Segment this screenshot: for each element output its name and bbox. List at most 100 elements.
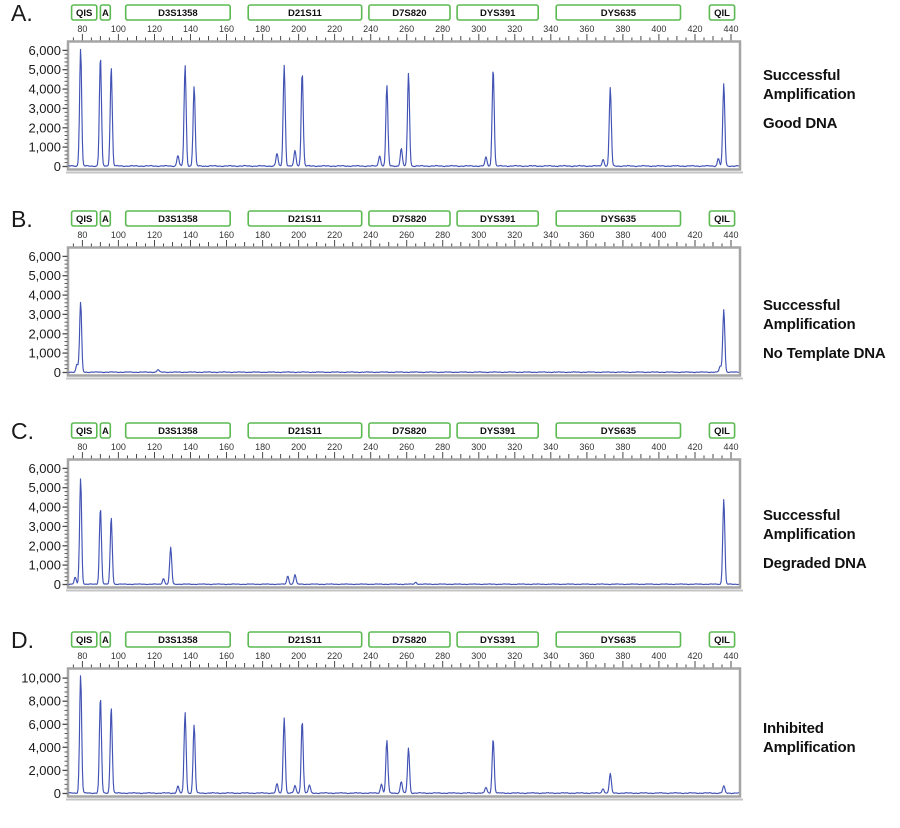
marker-label: D7S820	[392, 426, 426, 437]
marker-label: DYS635	[601, 214, 637, 225]
marker-box-qis	[70, 210, 98, 227]
marker-label: DYS391	[480, 214, 516, 225]
x-tick-label: 400	[651, 651, 666, 661]
marker-label: D21S11	[288, 635, 323, 646]
x-tick-label: 220	[327, 651, 342, 661]
marker-label: D3S1358	[158, 8, 198, 19]
marker-box-qil	[708, 4, 736, 21]
marker-label: QIL	[714, 214, 730, 225]
y-tick-label: 4,000	[28, 288, 61, 303]
x-tick-label: 340	[543, 24, 558, 34]
marker-box-a	[99, 422, 112, 439]
x-tick-label: 420	[687, 24, 702, 34]
x-tick-label: 100	[111, 230, 126, 240]
x-tick-label: 120	[147, 230, 162, 240]
marker-box-d21s11	[247, 4, 363, 21]
electropherogram-plot-a: QIS A D3S1358 D21S11 D7S820 DYS391 DYS635 QIL 80…	[28, 4, 743, 174]
x-tick-label: 140	[183, 442, 198, 452]
marker-box-d7s820	[368, 422, 451, 439]
annotation-sub: Degraded DNA	[763, 555, 867, 572]
marker-box-dys391	[456, 210, 540, 227]
marker-box-qis	[70, 631, 98, 648]
marker-box-d7s820	[368, 210, 451, 227]
marker-label: QIL	[714, 635, 730, 646]
marker-box-qis	[70, 422, 98, 439]
marker-label: D3S1358	[158, 426, 198, 437]
panel-letter: D.	[11, 627, 34, 653]
x-tick-label: 100	[111, 24, 126, 34]
x-tick-label: 240	[363, 651, 378, 661]
x-tick-label: 280	[435, 24, 450, 34]
x-tick-label: 380	[615, 230, 630, 240]
marker-label: D21S11	[288, 426, 323, 437]
marker-label: QIS	[76, 426, 92, 437]
y-tick-label: 10,000	[21, 671, 61, 686]
marker-label: D7S820	[392, 214, 426, 225]
marker-label: D21S11	[288, 8, 323, 19]
x-tick-label: 260	[399, 442, 414, 452]
marker-label: D3S1358	[158, 214, 198, 225]
x-tick-label: 400	[651, 230, 666, 240]
x-tick-label: 300	[471, 24, 486, 34]
x-tick-label: 340	[543, 230, 558, 240]
y-tick-label: 2,000	[28, 538, 61, 553]
y-tick-label: 4,000	[28, 500, 61, 515]
panel-c: C. QIS A D3S1358 D21S11 D7S820 DYS391 DYS635 QI…	[0, 418, 900, 594]
marker-label: D7S820	[392, 635, 426, 646]
y-tick-label: 6,000	[28, 249, 61, 264]
y-tick-label: 1,000	[28, 346, 61, 361]
y-tick-label: 2,000	[28, 326, 61, 341]
x-tick-label: 200	[291, 230, 306, 240]
y-tick-label: 1,000	[28, 140, 61, 155]
x-tick-label: 440	[723, 24, 738, 34]
marker-label: DYS635	[601, 635, 637, 646]
x-tick-label: 100	[111, 651, 126, 661]
y-tick-label: 3,000	[28, 307, 61, 322]
x-tick-label: 140	[183, 230, 198, 240]
annotation-main: Successful Amplification	[763, 297, 856, 333]
y-tick-label: 2,000	[28, 120, 61, 135]
x-tick-label: 320	[507, 230, 522, 240]
x-tick-label: 200	[291, 24, 306, 34]
marker-box-a	[99, 4, 112, 21]
x-tick-label: 440	[723, 651, 738, 661]
x-tick-label: 280	[435, 230, 450, 240]
x-tick-label: 240	[363, 24, 378, 34]
x-tick-label: 420	[687, 442, 702, 452]
trace-path	[68, 48, 739, 168]
x-tick-label: 420	[687, 651, 702, 661]
annotation-sub: No Template DNA	[763, 345, 886, 362]
trace-path	[68, 675, 739, 795]
x-tick-label: 120	[147, 442, 162, 452]
x-tick-label: 240	[363, 442, 378, 452]
marker-box-qil	[708, 631, 736, 648]
x-tick-label: 160	[219, 230, 234, 240]
x-tick-label: 180	[255, 651, 270, 661]
marker-box-d21s11	[247, 631, 363, 648]
electropherogram-plot-d: QIS A D3S1358 D21S11 D7S820 DYS391 DYS635 QIL 80…	[21, 631, 743, 801]
x-tick-label: 360	[579, 442, 594, 452]
x-tick-label: 160	[219, 442, 234, 452]
y-tick-label: 4,000	[28, 740, 61, 755]
y-tick-label: 0	[54, 365, 61, 380]
x-tick-label: 420	[687, 230, 702, 240]
marker-label: D21S11	[288, 214, 323, 225]
annotation-a: Successful Amplification Good DNA	[763, 66, 900, 133]
marker-label: QIS	[76, 8, 92, 19]
marker-label: DYS391	[480, 635, 516, 646]
x-tick-label: 400	[651, 442, 666, 452]
y-tick-label: 5,000	[28, 480, 61, 495]
x-tick-label: 320	[507, 24, 522, 34]
marker-label: QIL	[714, 8, 730, 19]
x-tick-label: 80	[77, 230, 87, 240]
x-tick-label: 240	[363, 230, 378, 240]
y-tick-label: 1,000	[28, 558, 61, 573]
x-tick-label: 180	[255, 24, 270, 34]
x-tick-label: 100	[111, 442, 126, 452]
panel-b: B. QIS A D3S1358 D21S11 D7S820 DYS391 DYS635 QI…	[0, 206, 900, 382]
x-tick-label: 260	[399, 230, 414, 240]
y-tick-label: 0	[54, 577, 61, 592]
x-tick-label: 160	[219, 651, 234, 661]
y-tick-label: 5,000	[28, 62, 61, 77]
